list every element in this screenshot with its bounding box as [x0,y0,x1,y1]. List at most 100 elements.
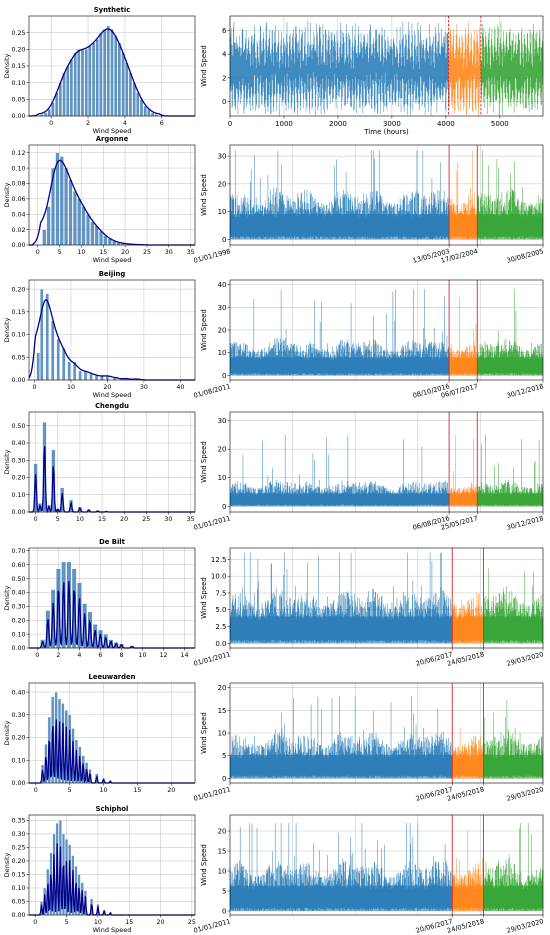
series-band [230,357,450,376]
y-tick-label: 20 [218,684,227,692]
y-tick-label: 0.15 [11,63,25,70]
x-tick-label: 0 [228,120,232,128]
y-tick-label: 5 [222,752,226,760]
y-tick-label: 0.20 [11,617,25,624]
x-tick-label: 10 [138,652,146,659]
histogram-bar [66,65,70,117]
y-tick-label: 0.60 [11,562,25,569]
y-tick-label: 0.30 [11,831,25,838]
histogram-panel: 0 5 10 15 20 25 30 35 0.00 0.10 0.20 0.30 0.40 0.50 Ch… [3,402,196,523]
y-tick-label: 30 [218,304,227,312]
y-tick-label: 5.0 [215,606,226,614]
x-tick-label: 5 [65,919,69,926]
histogram-bar [51,102,55,117]
y-tick-label: 0.06 [11,196,25,203]
plot-frame [28,547,196,649]
y-tick-label: 0.10 [11,332,25,339]
y-tick-label: 0.20 [11,286,25,293]
histogram-bar [95,39,99,117]
histogram-bar [99,32,103,117]
y-tick-label: 10 [218,868,227,876]
x-tick-label: 0 [36,249,40,256]
histogram-bar [77,198,82,246]
y-tick-label: 0.00 [11,377,25,384]
y-tick-label: 12.5 [211,556,227,564]
chart-title: Chengdu [95,402,129,410]
series-band [477,213,543,240]
histogram-bar [58,82,63,117]
x-tick-label: 2 [56,652,60,659]
y-tick-label: 0 [222,98,226,106]
x-tick-label: 20 [157,919,165,926]
series-band [452,885,484,911]
y-tick-label: 0.70 [11,548,25,555]
x-tick-label: 10 [67,384,75,391]
x-tick-label: 20 [120,516,128,523]
x-axis-label: Wind Speed [93,256,132,264]
series-validation [448,22,481,117]
date-tick-label: 01/01/1998 [193,247,232,265]
histogram-bar [102,29,107,117]
plot-frame [229,814,544,916]
y-tick-label: 0 [222,908,226,916]
y-tick-label: 20 [218,180,227,188]
histogram-bar [121,52,125,117]
y-axis-label: Wind Speed [200,309,208,351]
x-tick-label: 6 [98,652,102,659]
date-tick-label: 30/12/2018 [506,382,545,400]
histogram-bar [143,105,147,117]
y-tick-label: 0.05 [11,97,25,104]
chart-title: Leeuwarden [89,673,136,681]
x-tick-label: 25 [142,516,150,523]
y-tick-label: 0.30 [11,712,25,719]
histogram-bar [117,42,122,117]
plot-frame [229,15,544,117]
histogram-bar [125,62,129,117]
x-tick-label: 35 [187,249,195,256]
timeseries-panel: 0.02.55.07.510.012.501/01/2011 20/06/2017… [193,547,545,668]
chart-title: Schiphol [96,805,129,813]
y-tick-label: 0.15 [11,309,25,316]
histogram-bar [56,338,60,381]
y-axis-label: Density [3,720,11,745]
y-axis-label: Wind Speed [200,45,208,87]
y-tick-label: 0.20 [11,475,25,482]
x-tick-label: 2000 [329,120,347,128]
histogram-bar [86,214,90,246]
y-tick-label: 0.02 [11,227,25,234]
y-tick-label: 4 [222,51,227,59]
histogram-bar [46,206,51,246]
histogram-panel: 0 5 10 15 20 25 0.00 0.05 0.10 0.15 0.20 0.25 0.30 0.… [3,805,196,934]
x-tick-label: 25 [143,249,151,256]
chart-title: Synthetic [94,6,130,14]
x-tick-label: 15 [99,249,107,256]
y-tick-label: 0.40 [11,689,25,696]
y-tick-label: 20 [218,446,227,454]
histogram-bar [150,112,155,117]
y-tick-label: 0.10 [11,631,25,638]
x-tick-label: 40 [176,384,184,391]
y-tick-label: 0 [222,372,226,380]
histogram-bar [68,179,73,246]
plot-frame [229,411,544,513]
x-tick-label: 2 [86,120,90,127]
histogram-bar [99,231,104,246]
y-tick-label: 0 [222,236,226,244]
date-tick-label: 30/08/2005 [506,247,545,265]
histogram-bar [114,35,118,117]
histogram-bar [40,288,44,381]
date-tick-label: 01/01/2011 [193,917,232,935]
y-tick-label: 0.10 [11,492,25,499]
x-tick-label: 15 [125,919,133,926]
date-tick-label: 29/03/2020 [506,917,545,935]
x-axis-label: Wind Speed [93,926,132,934]
histogram-bar [94,375,99,381]
x-tick-label: 10 [77,249,85,256]
x-axis-label: Time (hours) [363,128,409,136]
chart-title: Beijing [99,270,126,278]
histogram-bar [64,167,69,246]
y-tick-label: 0.00 [11,780,25,787]
y-axis-label: Density [3,852,11,877]
